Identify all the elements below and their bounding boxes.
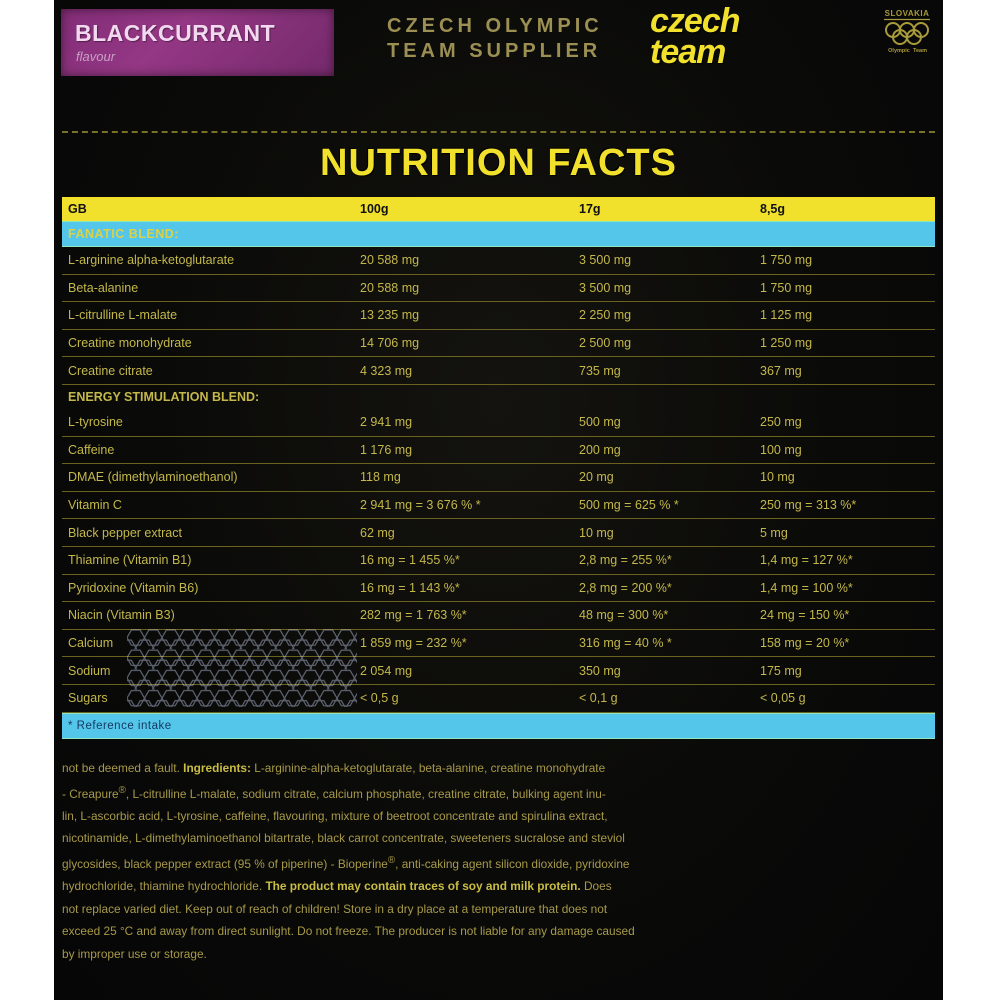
svg-text:SLOVAKIA: SLOVAKIA: [885, 9, 930, 18]
svg-text:Olympic: Olympic: [888, 48, 910, 54]
svg-text:Team: Team: [913, 48, 927, 54]
